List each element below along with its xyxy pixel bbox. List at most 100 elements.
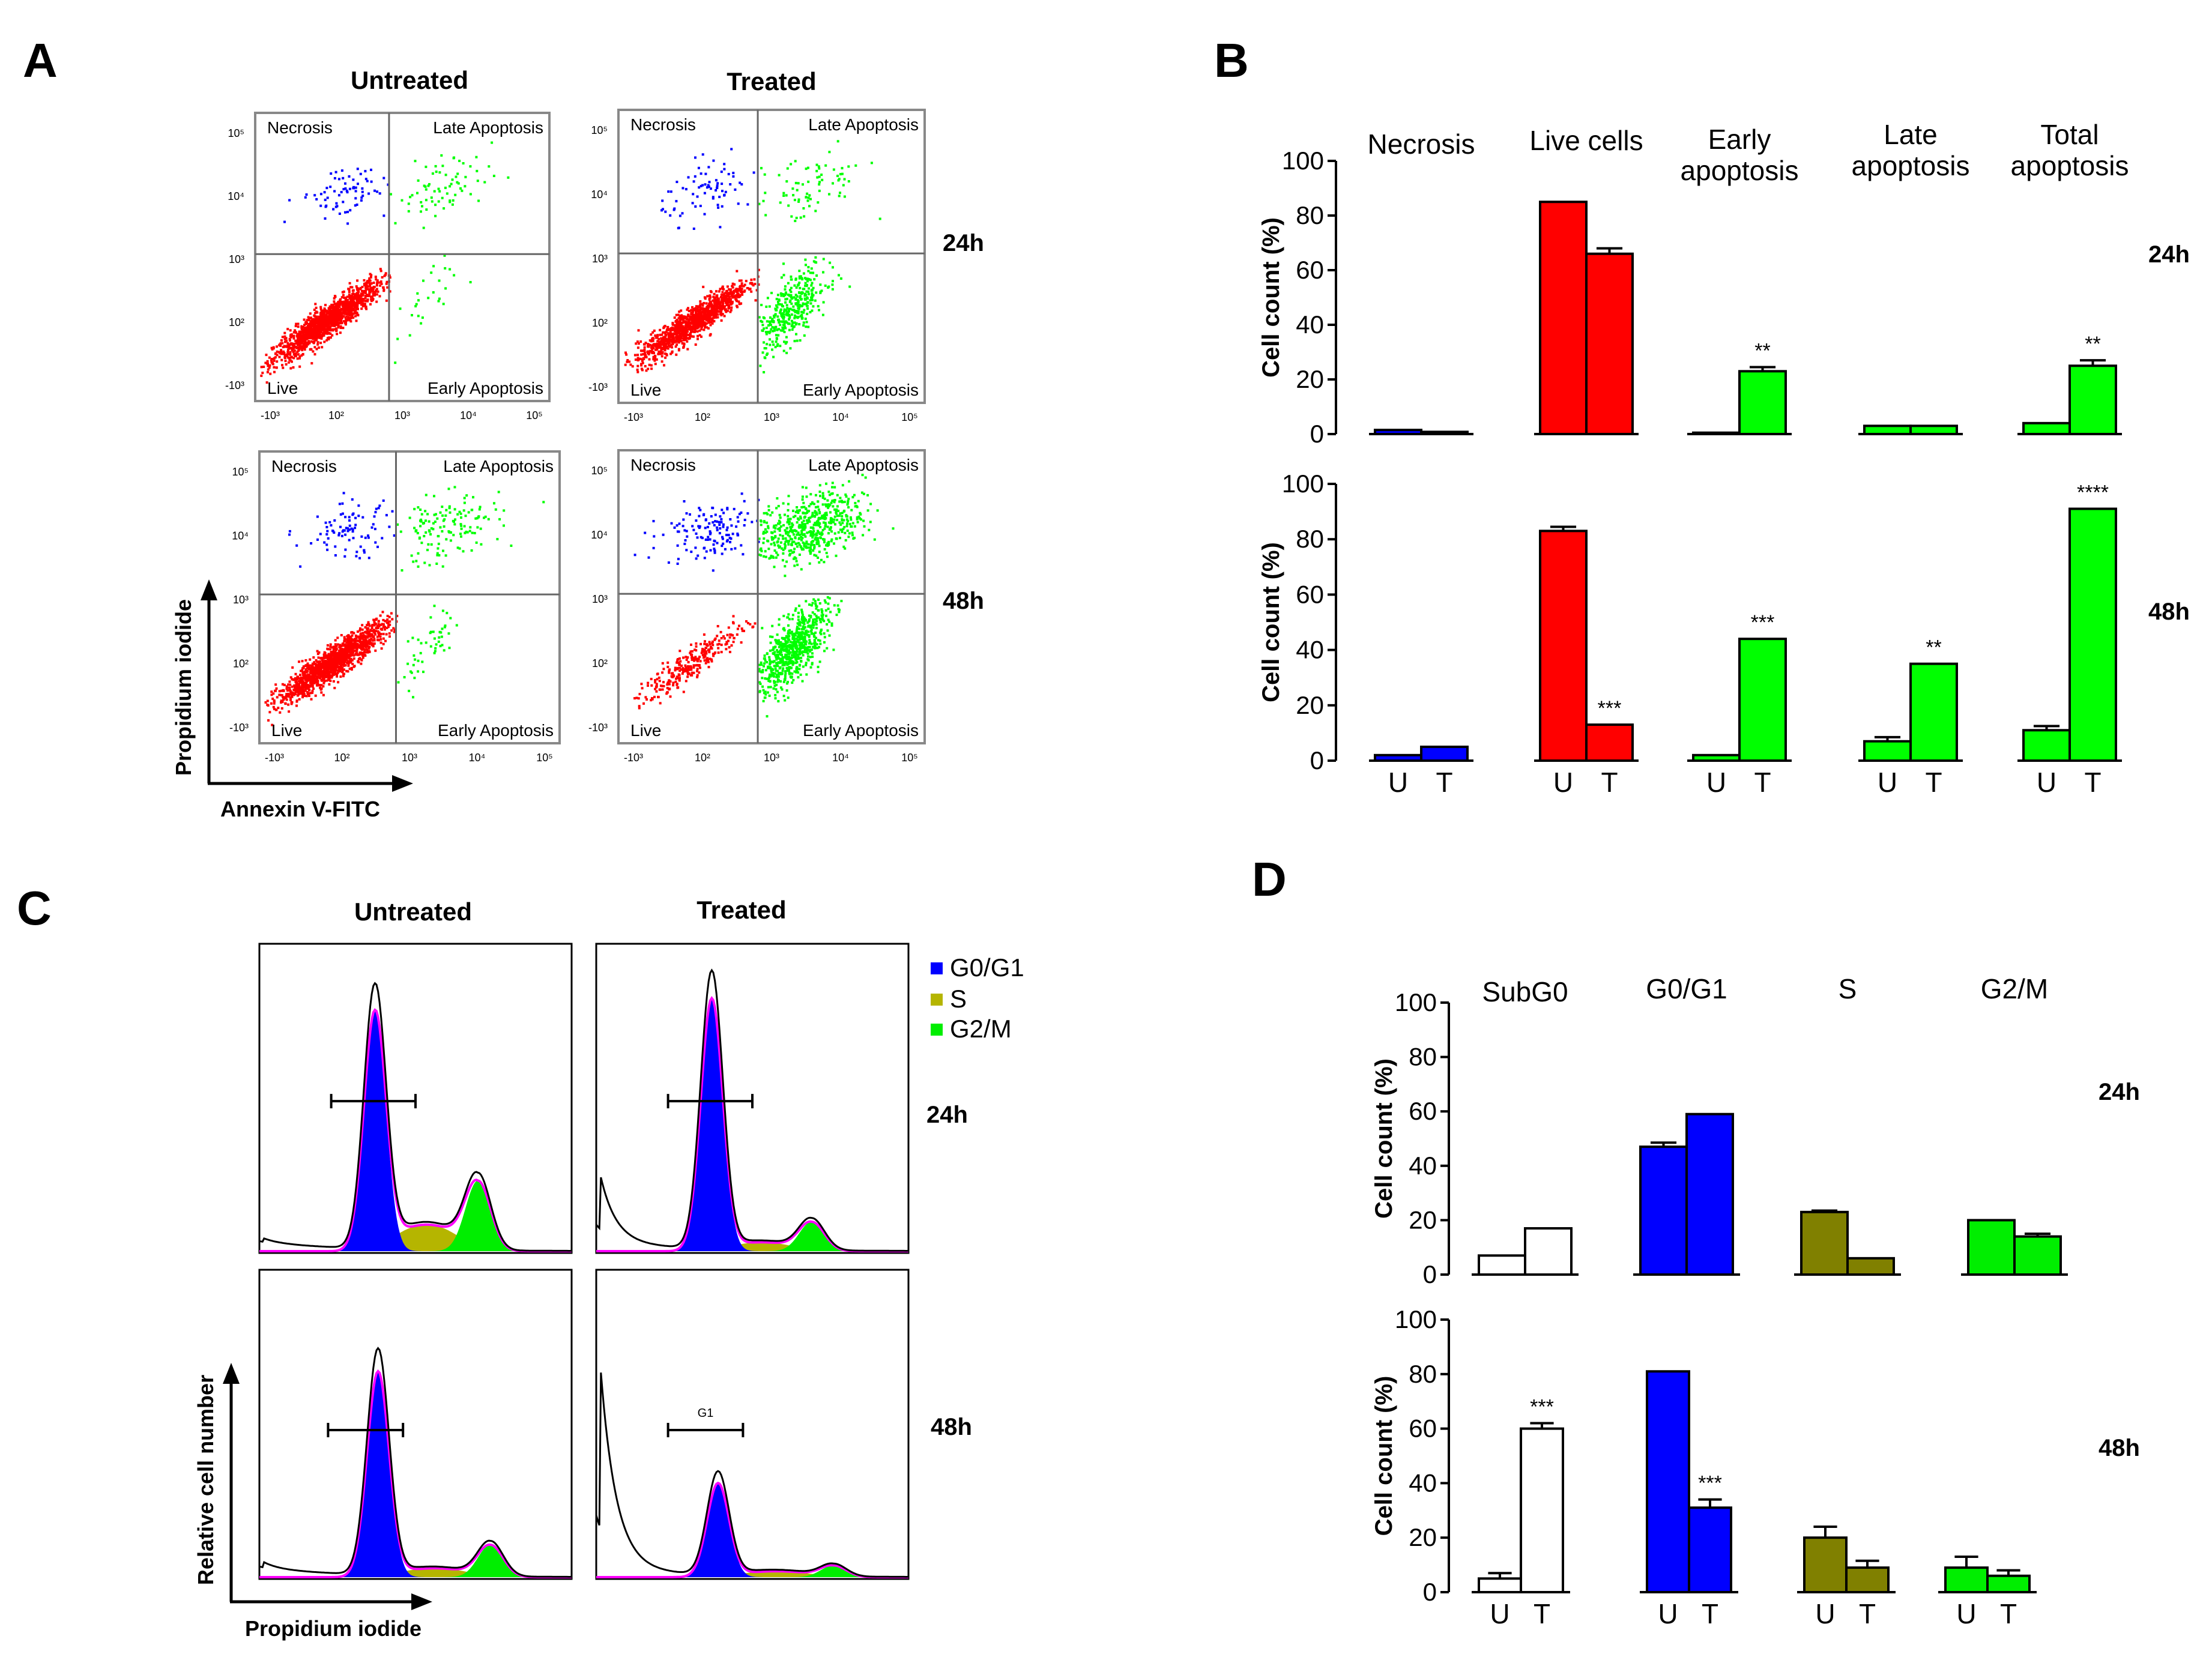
event-dot [283,352,286,354]
event-dot [716,187,719,189]
event-dot [671,340,674,343]
event-dot [828,193,830,196]
event-dot [351,293,354,296]
event-dot [303,348,306,351]
event-dot [328,668,331,671]
event-dot [776,315,779,318]
event-dot [647,345,650,348]
event-dot [274,352,277,355]
event-dot [314,329,317,332]
event-dot [750,290,753,293]
event-dot [327,653,330,656]
event-dot [299,692,302,695]
event-dot [669,339,672,342]
x-tick-label: 10⁴ [460,409,477,421]
quadrant-label-late-apoptosis: Late Apoptosis [433,118,543,137]
event-dot [353,312,356,315]
event-dot [343,310,346,313]
event-dot [304,328,307,331]
event-dot [463,525,466,528]
event-dot [687,323,690,326]
event-dot [437,200,440,203]
event-dot [708,320,711,323]
event-dot [377,507,380,510]
event-dot [456,546,459,549]
event-dot [343,638,346,641]
event-dot [361,286,364,289]
event-dot [406,640,409,643]
event-dot [371,295,374,298]
event-dot [349,635,352,638]
event-dot [672,327,675,330]
event-dot [323,191,326,194]
event-dot [464,185,467,188]
event-dot [435,171,438,174]
event-dot [453,520,455,523]
event-dot [373,189,376,192]
event-dot [414,658,417,661]
y-tick-label: 10² [229,316,244,328]
event-dot [415,560,418,563]
event-dot [424,510,427,513]
event-dot [666,332,669,335]
event-dot [301,680,304,683]
event-dot [314,674,317,677]
event-dot [788,310,790,313]
event-dot [365,641,368,644]
event-dot [339,325,342,328]
event-dot [325,309,328,312]
event-dot [722,635,725,638]
panel-a-row-label-48h: 48h [943,588,984,614]
event-dot [343,644,346,647]
event-dot [847,180,850,183]
event-dot [362,634,365,637]
event-dot [312,318,315,321]
event-dot [330,304,333,307]
event-dot [329,332,332,335]
event-dot [357,653,360,656]
event-dot [297,694,299,697]
event-dot [331,646,334,649]
event-dot [680,340,683,343]
event-dot [803,297,806,300]
event-dot [653,329,656,332]
x-tick-label: 10² [695,411,710,423]
event-dot [297,347,300,350]
event-dot [433,513,436,516]
event-dot [796,284,799,287]
event-dot [301,690,304,693]
event-dot [350,638,353,641]
event-dot [317,684,320,687]
event-dot [288,345,291,348]
event-dot [309,312,312,315]
y-tick-label: -10³ [225,379,244,391]
event-dot [779,201,782,204]
event-dot [722,306,725,309]
event-dot [370,642,373,645]
event-dot [766,297,769,300]
event-dot [815,169,818,172]
event-dot [443,518,446,521]
event-dot [666,347,669,350]
event-dot [820,174,823,177]
event-dot [295,342,298,345]
event-dot [290,693,293,696]
event-dot [818,309,820,312]
event-dot [821,178,824,181]
event-dot [340,653,343,656]
event-dot [356,279,359,282]
event-dot [309,668,312,671]
event-dot [636,370,639,373]
event-dot [841,172,844,175]
event-dot [700,184,703,187]
event-dot [322,319,325,322]
event-dot [684,333,687,335]
event-dot [268,366,271,369]
event-dot [798,277,801,280]
event-dot [699,316,702,319]
event-dot [432,291,435,294]
event-dot [372,618,375,621]
event-dot [682,320,685,323]
event-dot [785,336,788,339]
